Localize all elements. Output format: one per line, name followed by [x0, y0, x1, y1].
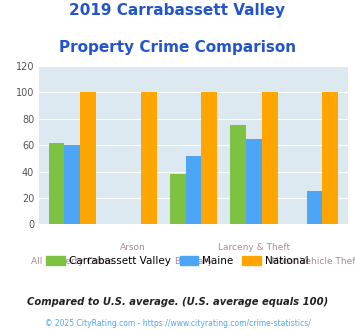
Bar [170, 174, 186, 224]
Text: Motor Vehicle Theft: Motor Vehicle Theft [271, 257, 355, 266]
Bar [262, 92, 278, 224]
Text: Compared to U.S. average. (U.S. average equals 100): Compared to U.S. average. (U.S. average … [27, 297, 328, 307]
Bar [201, 92, 217, 224]
Text: 2019 Carrabassett Valley: 2019 Carrabassett Valley [70, 3, 285, 18]
Bar [322, 92, 338, 224]
Legend: Carrabassett Valley, Maine, National: Carrabassett Valley, Maine, National [42, 252, 313, 270]
Bar [65, 145, 80, 224]
Bar [246, 139, 262, 224]
Text: Larceny & Theft: Larceny & Theft [218, 243, 290, 251]
Text: Arson: Arson [120, 243, 146, 251]
Bar [186, 156, 201, 224]
Text: Burglary: Burglary [174, 257, 213, 266]
Text: Property Crime Comparison: Property Crime Comparison [59, 40, 296, 54]
Text: © 2025 CityRating.com - https://www.cityrating.com/crime-statistics/: © 2025 CityRating.com - https://www.city… [45, 319, 310, 328]
Bar [307, 191, 322, 224]
Bar [80, 92, 96, 224]
Text: All Property Crime: All Property Crime [31, 257, 114, 266]
Bar [141, 92, 157, 224]
Bar [230, 125, 246, 224]
Bar [49, 143, 65, 224]
